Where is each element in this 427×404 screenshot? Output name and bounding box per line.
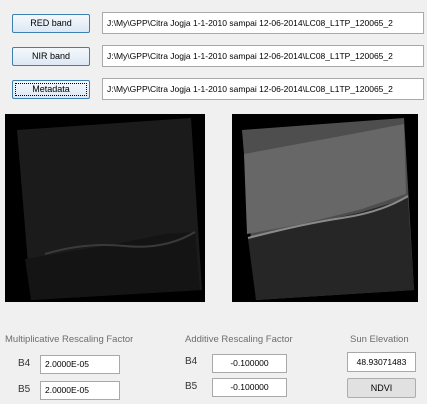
- sun-elevation-label: Sun Elevation: [350, 334, 409, 345]
- b4-mult-field[interactable]: 2.0000E-05: [40, 355, 120, 374]
- b4-label: B4: [185, 356, 198, 367]
- red-path-field[interactable]: J:\My\GPP\Citra Jogja 1-1-2010 sampai 12…: [102, 12, 424, 34]
- scene-sea: [25, 232, 200, 300]
- sun-elevation-field[interactable]: 48.93071483: [347, 352, 416, 372]
- red-band-image: [5, 114, 205, 302]
- metadata-path-field[interactable]: J:\My\GPP\Citra Jogja 1-1-2010 sampai 12…: [102, 78, 424, 100]
- scene-land: [244, 124, 406, 234]
- nir-band-image: [232, 114, 418, 302]
- additive-label: Additive Rescaling Factor: [185, 334, 293, 345]
- nir-path-field[interactable]: J:\My\GPP\Citra Jogja 1-1-2010 sampai 12…: [102, 45, 424, 67]
- b5-label: B5: [185, 381, 198, 392]
- nir-band-button[interactable]: NIR band: [12, 47, 90, 66]
- metadata-button[interactable]: Metadata: [12, 80, 90, 99]
- scene-sea: [248, 198, 414, 300]
- b5-add-field[interactable]: -0.100000: [212, 378, 287, 397]
- coastline: [247, 195, 409, 239]
- b5-mult-field[interactable]: 2.0000E-05: [40, 381, 120, 400]
- b4-add-field[interactable]: -0.100000: [212, 354, 287, 373]
- red-band-button[interactable]: RED band: [12, 14, 90, 33]
- b4-label: B4: [18, 358, 31, 369]
- multiplicative-label: Multiplicative Rescaling Factor: [5, 334, 134, 345]
- b5-label: B5: [18, 384, 31, 395]
- coastline: [44, 231, 196, 255]
- ndvi-button[interactable]: NDVI: [347, 378, 416, 398]
